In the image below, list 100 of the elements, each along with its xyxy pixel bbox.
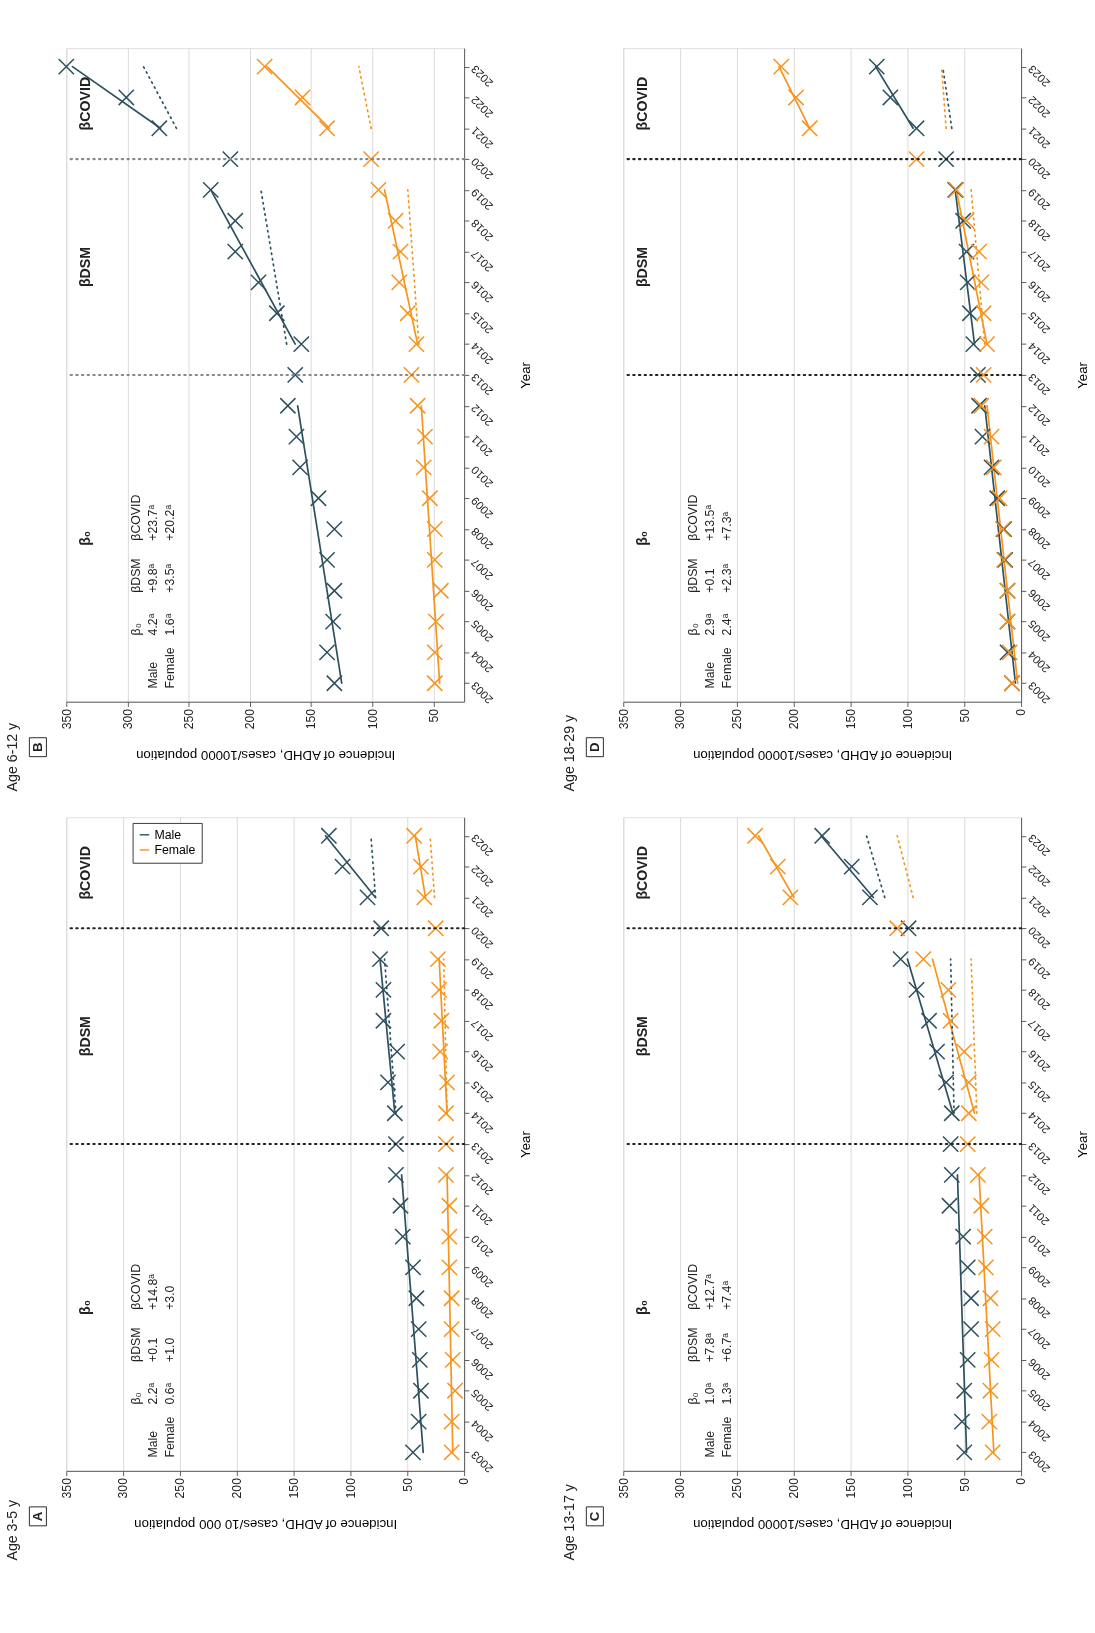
text: B xyxy=(29,742,45,752)
x-tick-label: 300 xyxy=(673,708,688,730)
annotation: βCOVID xyxy=(686,1263,701,1310)
annotation: Female xyxy=(720,647,735,689)
annotation: +3.0 xyxy=(163,1285,178,1310)
text: Age 18-29 y xyxy=(560,714,577,792)
x-tick-label: 150 xyxy=(843,708,858,730)
annotation: Female xyxy=(720,1416,735,1458)
annotation: +7.8ᵃ xyxy=(703,1332,718,1362)
x-tick-label: 50 xyxy=(426,708,441,723)
annotation: βDSM xyxy=(633,1016,650,1057)
annotation: +6.7ᵃ xyxy=(720,1332,735,1362)
x-tick-label: 150 xyxy=(304,708,319,730)
annotation: β₀ xyxy=(76,530,93,546)
annotation: +1.0 xyxy=(163,1337,178,1362)
annotation: β₀ xyxy=(633,1299,650,1316)
x-tick-label: 100 xyxy=(900,1477,915,1499)
y-axis-title: Year xyxy=(518,361,534,389)
x-tick-label: 350 xyxy=(616,1477,631,1499)
legend-label: Male xyxy=(154,827,182,842)
y-axis-title: Year xyxy=(518,1130,534,1158)
annotation: 2.9ᵃ xyxy=(703,613,718,636)
text: D xyxy=(586,741,602,752)
annotation: 1.6ᵃ xyxy=(163,613,178,636)
annotation: 1.3ᵃ xyxy=(720,1382,735,1405)
x-tick-label: 200 xyxy=(787,708,802,730)
text: Age 6-12 y xyxy=(3,721,20,792)
x-tick-label: 350 xyxy=(59,1477,74,1499)
x-tick-label: 0 xyxy=(1014,708,1029,716)
x-tick-label: 100 xyxy=(343,1477,358,1499)
x-tick-label: 250 xyxy=(181,708,196,730)
annotation: 2.4ᵃ xyxy=(720,613,735,636)
annotation: +23.7ᵃ xyxy=(146,504,161,541)
annotation: βCOVID xyxy=(686,494,701,541)
annotation: βDSM xyxy=(76,1016,93,1057)
annotation: β₀ xyxy=(686,1392,701,1405)
annotation: +2.3ᵃ xyxy=(720,563,735,593)
x-axis-title: Incidence of ADHD, cases/10000 population xyxy=(693,1517,953,1533)
annotation: 2.2ᵃ xyxy=(146,1382,161,1405)
annotation: βDSM xyxy=(129,1327,144,1362)
annotation: Male xyxy=(146,661,161,689)
x-tick-label: 200 xyxy=(243,708,258,730)
x-tick-label: 150 xyxy=(843,1477,858,1499)
x-tick-label: 100 xyxy=(900,708,915,730)
annotation: Female xyxy=(163,1416,178,1458)
annotation: βDSM xyxy=(633,246,650,288)
annotation: 1.0ᵃ xyxy=(703,1382,718,1405)
annotation: βCOVID xyxy=(129,1263,144,1310)
annotation: +7.3ᵃ xyxy=(720,511,735,541)
text: Age 13-17 y xyxy=(560,1483,577,1561)
y-axis-title: Year xyxy=(1075,1130,1091,1158)
annotation: βCOVID xyxy=(633,76,650,131)
annotation: 4.2ᵃ xyxy=(146,613,161,636)
x-tick-label: 300 xyxy=(673,1477,688,1499)
annotation: Male xyxy=(703,661,718,689)
x-tick-label: 150 xyxy=(286,1477,301,1499)
annotation: +7.4ᵃ xyxy=(720,1280,735,1310)
text: A xyxy=(29,1511,45,1522)
annotation: 0.6ᵃ xyxy=(163,1382,178,1405)
x-tick-label: 350 xyxy=(616,708,631,730)
x-tick-label: 200 xyxy=(230,1477,245,1499)
y-axis-title: Year xyxy=(1075,361,1091,389)
annotation: βCOVID xyxy=(76,76,93,131)
annotation: β₀ xyxy=(129,1392,144,1405)
x-tick-label: 350 xyxy=(59,708,74,730)
annotation: +13.5ᵃ xyxy=(703,504,718,541)
x-tick-label: 300 xyxy=(120,708,135,730)
x-tick-label: 100 xyxy=(365,708,380,730)
annotation: βDSM xyxy=(129,558,144,593)
x-tick-label: 250 xyxy=(730,1477,745,1499)
annotation: +20.2ᵃ xyxy=(163,504,178,541)
x-tick-label: 0 xyxy=(1014,1477,1029,1485)
x-axis-title: Incidence of ADHD, cases/10000 population xyxy=(136,748,396,764)
annotation: Male xyxy=(703,1430,718,1458)
annotation: +12.7ᵃ xyxy=(703,1273,718,1310)
x-tick-label: 200 xyxy=(787,1477,802,1499)
annotation: βDSM xyxy=(76,246,93,288)
text: C xyxy=(586,1511,602,1522)
annotation: βDSM xyxy=(686,1327,701,1362)
x-tick-label: 250 xyxy=(730,708,745,730)
annotation: +0.1 xyxy=(703,568,718,593)
annotation: β₀ xyxy=(76,1299,93,1316)
x-tick-label: 0 xyxy=(457,1477,472,1485)
annotation: βCOVID xyxy=(76,845,93,900)
annotation: Male xyxy=(146,1430,161,1458)
text: Age 3-5 y xyxy=(3,1498,20,1561)
legend-label: Female xyxy=(154,842,196,857)
annotation: +14.8ᵃ xyxy=(146,1273,161,1310)
annotation: β₀ xyxy=(633,530,650,546)
annotation: βCOVID xyxy=(129,494,144,541)
x-axis-title: Incidence of ADHD, cases/10000 population xyxy=(693,748,953,764)
annotation: +3.5ᵃ xyxy=(163,563,178,593)
annotation: β₀ xyxy=(686,623,701,636)
x-tick-label: 50 xyxy=(957,708,972,723)
x-axis-title: Incidence of ADHD, cases/10 000 population xyxy=(134,1517,398,1533)
annotation: +9.8ᵃ xyxy=(146,563,161,593)
annotation: βCOVID xyxy=(633,845,650,900)
annotation: βDSM xyxy=(686,558,701,593)
x-tick-label: 50 xyxy=(957,1477,972,1492)
x-tick-label: 250 xyxy=(173,1477,188,1499)
